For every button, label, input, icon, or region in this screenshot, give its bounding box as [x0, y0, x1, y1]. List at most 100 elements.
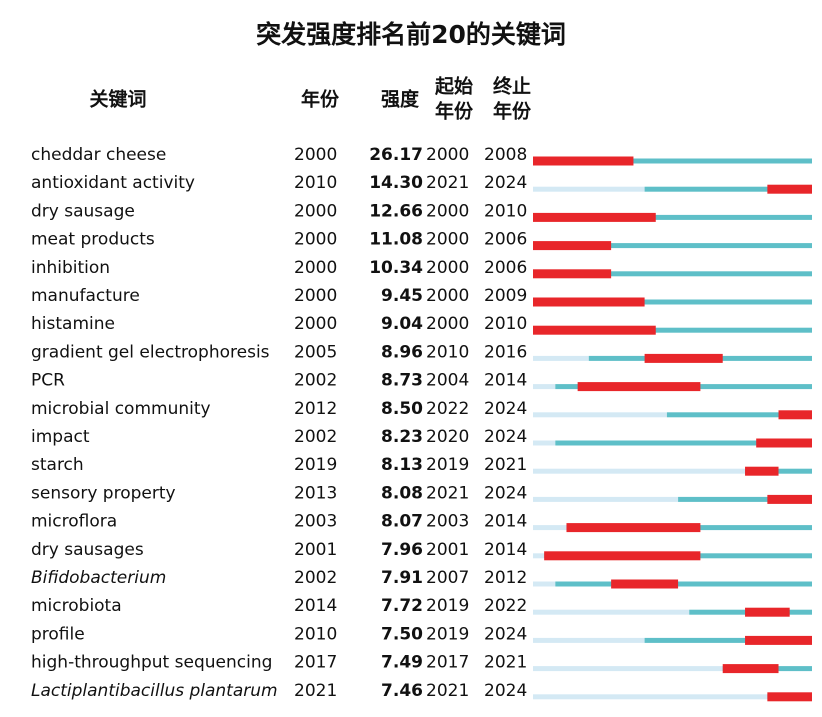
- begin: 2021: [426, 483, 469, 503]
- year: 2002: [294, 427, 337, 447]
- timeline-before: [533, 581, 556, 587]
- timeline-before: [533, 609, 690, 615]
- keyword: histamine: [31, 314, 115, 334]
- timeline-before: [533, 355, 589, 361]
- header: 起始: [434, 75, 473, 98]
- header: 关键词: [89, 88, 146, 111]
- begin: 2017: [426, 653, 469, 673]
- timeline-active: [533, 243, 812, 249]
- year: 2000: [294, 230, 337, 250]
- end: 2006: [484, 258, 527, 278]
- strength: 7.49: [381, 653, 423, 673]
- timeline-before: [533, 468, 746, 474]
- keyword: starch: [31, 455, 84, 475]
- burst: [745, 635, 812, 645]
- burst: [644, 353, 723, 363]
- year: 2010: [294, 624, 337, 644]
- keyword: antioxidant activity: [31, 173, 195, 193]
- burst: [767, 692, 812, 702]
- burst: [533, 325, 656, 335]
- strength: 8.13: [381, 455, 423, 475]
- strength: 7.50: [381, 624, 423, 644]
- timeline-active: [533, 271, 812, 277]
- begin: 2000: [426, 314, 469, 334]
- end: 2024: [484, 427, 527, 447]
- header: 终止: [493, 75, 531, 98]
- keyword: profile: [31, 624, 85, 644]
- end: 2024: [484, 173, 527, 193]
- keyword: inhibition: [31, 258, 110, 278]
- keyword: microbial community: [31, 399, 211, 419]
- strength: 8.23: [381, 427, 423, 447]
- burst: [533, 212, 656, 222]
- end: 2021: [484, 455, 527, 475]
- timeline-active: [533, 214, 812, 220]
- year: 2000: [294, 201, 337, 221]
- strength: 7.72: [381, 596, 423, 616]
- begin: 2000: [426, 258, 469, 278]
- timeline-active: [533, 327, 812, 333]
- timeline-before: [533, 384, 556, 390]
- burst: [611, 579, 679, 589]
- end: 2024: [484, 681, 527, 701]
- strength: 8.96: [381, 342, 423, 362]
- timeline-active: [555, 440, 812, 446]
- burst: [745, 466, 779, 476]
- begin: 2000: [426, 145, 469, 165]
- begin: 2000: [426, 286, 469, 306]
- year: 2000: [294, 314, 337, 334]
- timeline-before: [533, 525, 567, 531]
- keyword: cheddar cheese: [31, 145, 166, 165]
- begin: 2021: [426, 681, 469, 701]
- end: 2009: [484, 286, 527, 306]
- keyword: gradient gel electrophoresis: [31, 342, 270, 362]
- keyword: Bifidobacterium: [31, 568, 166, 588]
- year: 2014: [294, 596, 337, 616]
- end: 2006: [484, 230, 527, 250]
- timeline-active: [644, 637, 812, 643]
- timeline-before: [533, 440, 556, 446]
- end: 2024: [484, 483, 527, 503]
- timeline-active: [678, 496, 812, 502]
- year: 2000: [294, 258, 337, 278]
- begin: 2022: [426, 399, 469, 419]
- timeline-before: [533, 553, 545, 559]
- strength: 7.96: [381, 540, 423, 560]
- burst: [566, 523, 701, 533]
- keyword: microflora: [31, 512, 117, 532]
- end: 2010: [484, 201, 527, 221]
- strength: 7.91: [381, 568, 423, 588]
- strength: 7.46: [381, 681, 423, 701]
- keyword: Lactiplantibacillus plantarum: [31, 681, 278, 701]
- begin: 2001: [426, 540, 469, 560]
- burst: [767, 184, 812, 194]
- year: 2019: [294, 455, 337, 475]
- header: 强度: [381, 88, 420, 111]
- keyword: impact: [31, 427, 90, 447]
- timeline-active: [533, 158, 812, 164]
- burst: [533, 156, 634, 166]
- burst: [533, 269, 612, 279]
- timeline-before: [533, 496, 679, 502]
- year: 2003: [294, 512, 337, 532]
- begin: 2007: [426, 568, 469, 588]
- burst: [778, 410, 812, 420]
- keyword: manufacture: [31, 286, 140, 306]
- burst: [745, 607, 790, 617]
- strength: 9.04: [381, 314, 423, 334]
- year: 2000: [294, 286, 337, 306]
- strength: 26.17: [369, 145, 423, 165]
- timeline-before: [533, 666, 723, 672]
- burst: [533, 297, 645, 307]
- year: 2005: [294, 342, 337, 362]
- year: 2001: [294, 540, 337, 560]
- strength: 12.66: [369, 201, 423, 221]
- strength: 14.30: [369, 173, 423, 193]
- burst: [767, 494, 812, 504]
- end: 2014: [484, 540, 527, 560]
- timeline-active: [644, 186, 812, 192]
- begin: 2004: [426, 371, 469, 391]
- end: 2024: [484, 624, 527, 644]
- end: 2024: [484, 399, 527, 419]
